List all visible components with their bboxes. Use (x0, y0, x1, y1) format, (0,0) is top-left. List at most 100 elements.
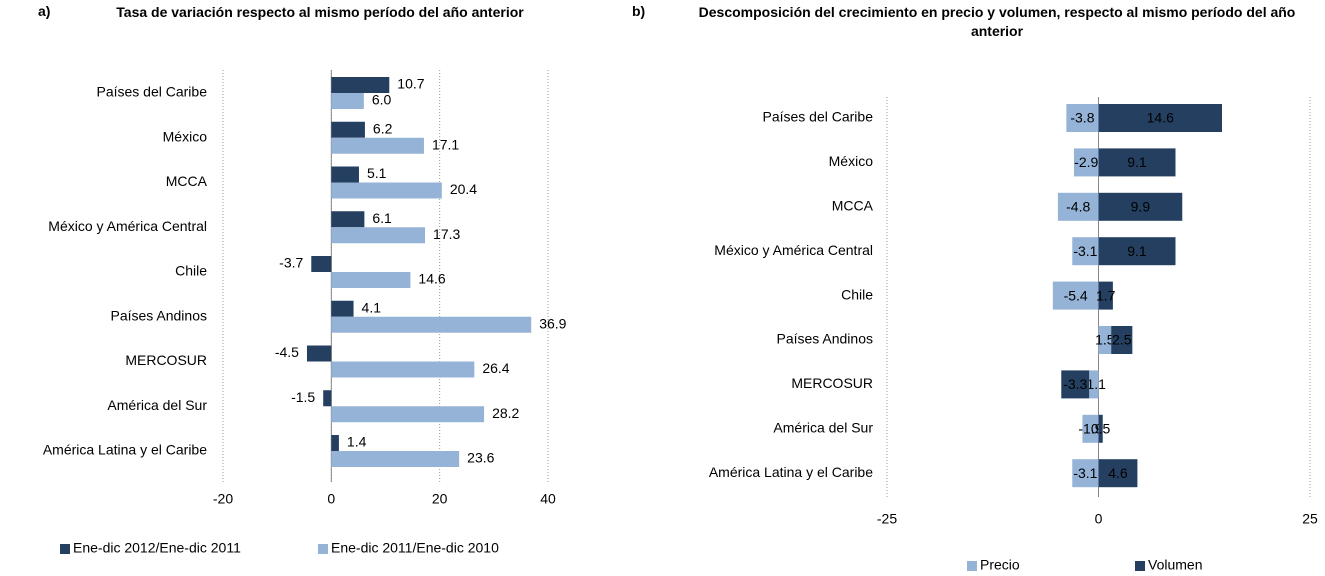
data-label: 2.5 (1112, 332, 1132, 348)
data-label: -1.5 (291, 389, 315, 405)
data-label: 9.1 (1127, 243, 1147, 259)
bar (331, 77, 390, 93)
bar (1052, 281, 1099, 310)
legend-label: Ene-dic 2011/Ene-dic 2010 (331, 540, 499, 556)
bar (331, 451, 460, 467)
bar (331, 272, 411, 288)
data-label: -3.8 (1070, 110, 1094, 126)
bar (331, 361, 475, 378)
bar (1098, 281, 1113, 310)
bar (1098, 326, 1112, 354)
data-label: 6.0 (372, 92, 392, 108)
data-label: -3.1 (1073, 243, 1097, 259)
data-label: 14.6 (418, 271, 445, 287)
y-tick-label: MERCOSUR (125, 352, 207, 368)
bar (331, 211, 365, 228)
bar (323, 390, 332, 407)
data-label: 1.7 (1096, 287, 1116, 303)
legend-swatch (60, 544, 70, 554)
y-tick-label: Chile (175, 263, 207, 279)
data-label: 9.1 (1127, 154, 1147, 170)
data-label: 1.5 (1095, 332, 1115, 348)
legend-label: Precio (980, 557, 1020, 573)
data-label: -5.4 (1064, 287, 1088, 303)
data-label: 9.9 (1131, 199, 1151, 215)
bar (1072, 459, 1099, 488)
bar (331, 182, 442, 199)
y-tick-label: México (163, 128, 208, 144)
y-tick-label: América del Sur (773, 420, 873, 436)
x-tick-label: 0 (1095, 511, 1103, 527)
bar (331, 137, 424, 154)
y-tick-label: MERCOSUR (791, 375, 873, 391)
data-label: 23.6 (467, 450, 494, 466)
data-label: 5.1 (367, 165, 387, 181)
bar (1066, 104, 1099, 132)
bar (331, 166, 359, 183)
data-label: 10.7 (397, 76, 424, 92)
bar (331, 406, 485, 423)
data-label: 4.6 (1108, 465, 1128, 481)
panel-label: a) (38, 3, 51, 19)
y-tick-label: Países Andinos (110, 307, 207, 323)
legend-label: Volumen (1148, 557, 1202, 573)
data-label: 17.3 (433, 226, 460, 242)
x-tick-label: -25 (877, 511, 897, 527)
legend-swatch (318, 544, 328, 554)
x-tick-label: 25 (1302, 511, 1318, 527)
data-label: 14.6 (1147, 110, 1174, 126)
data-label: 6.2 (373, 120, 393, 136)
data-label: 20.4 (450, 181, 477, 197)
data-label: 0.5 (1091, 421, 1111, 437)
y-tick-label: América Latina y el Caribe (709, 464, 873, 480)
bar (1089, 370, 1099, 399)
y-tick-label: MCCA (832, 198, 874, 214)
data-label: 6.1 (372, 210, 392, 226)
data-label: 17.1 (432, 136, 459, 152)
y-tick-label: México (829, 153, 874, 169)
y-tick-label: América Latina y el Caribe (43, 442, 207, 458)
bar (331, 300, 354, 317)
data-label: -3.7 (279, 255, 303, 271)
bar (1057, 192, 1099, 221)
data-label: -4.8 (1066, 199, 1090, 215)
x-tick-label: 20 (432, 491, 448, 507)
y-tick-label: Países del Caribe (96, 84, 207, 100)
data-label: -4.5 (275, 344, 299, 360)
bar (1098, 237, 1176, 266)
y-tick-label: México y América Central (714, 242, 873, 258)
bar (1098, 414, 1103, 443)
bar (1073, 148, 1099, 177)
bar (1061, 370, 1090, 399)
y-tick-label: Chile (841, 286, 873, 302)
data-label: -2.9 (1074, 154, 1098, 170)
bar (1098, 192, 1183, 221)
y-tick-label: Países Andinos (776, 331, 873, 347)
panel-label: b) (632, 3, 646, 19)
x-tick-label: 0 (327, 491, 335, 507)
bar (331, 93, 364, 109)
y-tick-label: Países del Caribe (762, 109, 873, 125)
data-label: -3.1 (1073, 465, 1097, 481)
bar (331, 435, 339, 451)
chart-title: Descomposición del crecimiento en precio… (698, 4, 1296, 39)
bar (1098, 104, 1223, 132)
data-label: 36.9 (539, 315, 566, 331)
data-label: 26.4 (482, 360, 509, 376)
chart-title: Tasa de variación respecto al mismo perí… (116, 4, 524, 20)
bar (331, 227, 426, 244)
legend-swatch (1135, 561, 1145, 571)
bar (331, 121, 365, 138)
x-tick-label: -20 (213, 491, 233, 507)
x-tick-label: 40 (540, 491, 556, 507)
bar (1098, 459, 1138, 488)
bar (1072, 237, 1099, 266)
data-label: -3.3 (1063, 376, 1087, 392)
y-tick-label: MCCA (166, 173, 208, 189)
data-label: 28.2 (492, 405, 519, 421)
y-tick-label: América del Sur (107, 397, 207, 413)
legend-swatch (967, 561, 977, 571)
bar (306, 345, 332, 362)
